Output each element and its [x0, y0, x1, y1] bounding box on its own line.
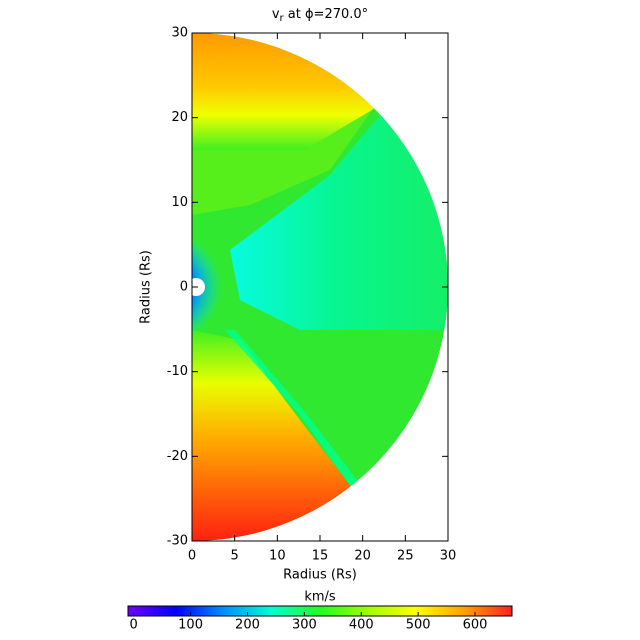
field-equator [230, 115, 448, 330]
chart-title: vr at ϕ=270.0° [272, 7, 368, 25]
colorbar-tick-label: 600 [463, 618, 488, 633]
colorbar-tick-label: 300 [292, 618, 317, 633]
colorbar-tick-label: 500 [406, 618, 431, 633]
field-north [192, 33, 448, 150]
y-tick-label: -10 [167, 364, 188, 379]
y-tick-label: 0 [180, 280, 188, 295]
x-tick-label: 10 [269, 549, 286, 564]
colorbar-tick-label: 200 [235, 618, 260, 633]
title-main: v [272, 7, 280, 22]
x-axis-label: Radius (Rs) [283, 568, 357, 583]
field-south-edge [225, 330, 360, 488]
field-south [192, 330, 355, 541]
y-tick-label: -20 [167, 449, 188, 464]
colorbar-tick-label: 0 [130, 618, 138, 633]
x-tick-label: 15 [312, 549, 329, 564]
title-rest: at ϕ=270.0° [284, 7, 369, 22]
y-axis-label: Radius (Rs) [139, 250, 154, 324]
x-tick-label: 30 [440, 549, 457, 564]
colorbar-label: km/s [304, 590, 336, 605]
x-tick-label: 20 [354, 549, 371, 564]
field-north-edge [192, 110, 372, 215]
colorbar-tick-label: 400 [349, 618, 374, 633]
x-tick-label: 0 [188, 549, 196, 564]
y-tick-label: 20 [171, 110, 188, 125]
x-tick-label: 25 [397, 549, 414, 564]
colorbar-tick-label: 100 [178, 618, 203, 633]
y-tick-label: 30 [171, 26, 188, 41]
title-subscript: r [280, 13, 285, 24]
y-tick-label: 10 [171, 195, 188, 210]
colorbar [127, 605, 513, 617]
y-tick-label: -30 [167, 534, 188, 549]
x-tick-label: 5 [231, 549, 239, 564]
